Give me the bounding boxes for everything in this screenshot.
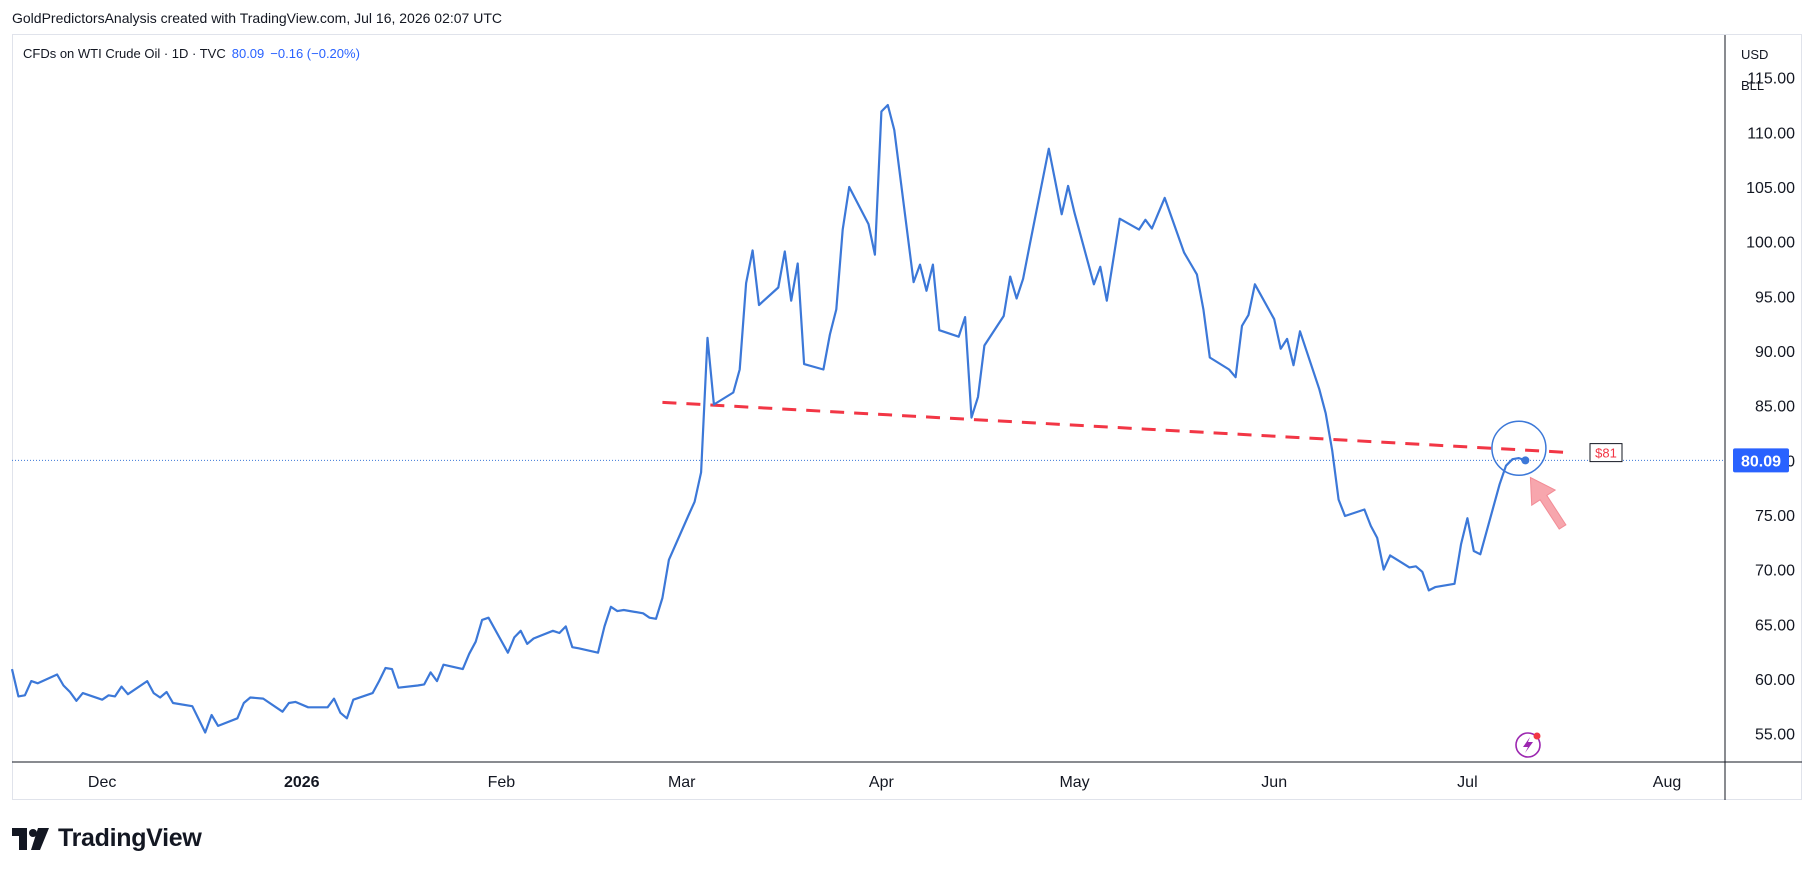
y-tick-label: 65.00 xyxy=(1755,617,1795,634)
symbol-info[interactable]: CFDs on WTI Crude Oil · 1D · TVC xyxy=(23,46,226,61)
unit-label[interactable]: BLL xyxy=(1741,78,1765,93)
chart-frame xyxy=(12,34,1802,800)
trendline-label: $81 xyxy=(1595,446,1617,461)
currency-label[interactable]: USD xyxy=(1741,47,1769,62)
x-tick-label: Jun xyxy=(1261,774,1287,791)
y-tick-label: 85.00 xyxy=(1755,399,1795,416)
annotation-layer[interactable] xyxy=(1491,420,1567,530)
last-point-marker xyxy=(1521,456,1530,465)
price-badges: $81 80.09 xyxy=(1515,443,1789,758)
trendline-label-box xyxy=(1589,443,1623,463)
x-axis: Dec 2026 Feb Mar Apr May Jun Jul Aug xyxy=(12,761,1802,791)
tradingview-logo: TradingView xyxy=(12,824,202,853)
annotation-arrow xyxy=(1529,476,1567,530)
tradingview-logo-icon xyxy=(12,827,49,850)
events-lightning-icon[interactable] xyxy=(1515,732,1541,758)
chart-caption: GoldPredictorsAnalysis created with Trad… xyxy=(12,10,502,26)
y-tick-label: 95.00 xyxy=(1755,289,1795,306)
x-tick-label: May xyxy=(1059,774,1089,791)
y-axis: 55.0060.0065.0070.0075.0080.0085.0090.00… xyxy=(1724,35,1795,800)
x-tick-label: Apr xyxy=(869,774,895,791)
y-tick-label: 105.00 xyxy=(1746,180,1795,197)
x-tick-label: Jul xyxy=(1457,774,1477,791)
y-tick-label: 70.00 xyxy=(1755,563,1795,580)
x-tick-label: 2026 xyxy=(284,774,320,791)
y-tick-label: 60.00 xyxy=(1755,672,1795,689)
highlight-circle xyxy=(1491,420,1547,476)
x-tick-label: Dec xyxy=(88,774,116,791)
lightning-icon-dot xyxy=(1533,732,1541,740)
y-tick-label: 100.00 xyxy=(1746,235,1795,252)
price-change: −0.16 (−0.20%) xyxy=(270,46,360,61)
price-series xyxy=(10,103,1530,734)
last-price-badge-label: 80.09 xyxy=(1741,453,1781,470)
last-value: 80.09 xyxy=(231,46,265,61)
trendline-layer[interactable] xyxy=(662,400,1571,455)
last-price-badge xyxy=(1733,448,1789,473)
series-line xyxy=(10,103,1526,734)
lightning-icon-bolt xyxy=(1523,737,1533,753)
trendline xyxy=(662,400,1571,455)
y-tick-label: 90.00 xyxy=(1755,344,1795,361)
x-tick-label: Mar xyxy=(668,774,696,791)
y-tick-label: 75.00 xyxy=(1755,508,1795,525)
x-tick-label: Feb xyxy=(488,774,516,791)
y-tick-label: 115.00 xyxy=(1747,71,1795,88)
y-tick-label: 110.00 xyxy=(1747,125,1795,142)
y-tick-label: 55.00 xyxy=(1755,727,1795,744)
tradingview-wordmark: TradingView xyxy=(58,824,202,852)
x-tick-label: Aug xyxy=(1653,774,1681,791)
symbol-legend[interactable]: CFDs on WTI Crude Oil · 1D · TVC 80.09 −… xyxy=(23,46,360,61)
